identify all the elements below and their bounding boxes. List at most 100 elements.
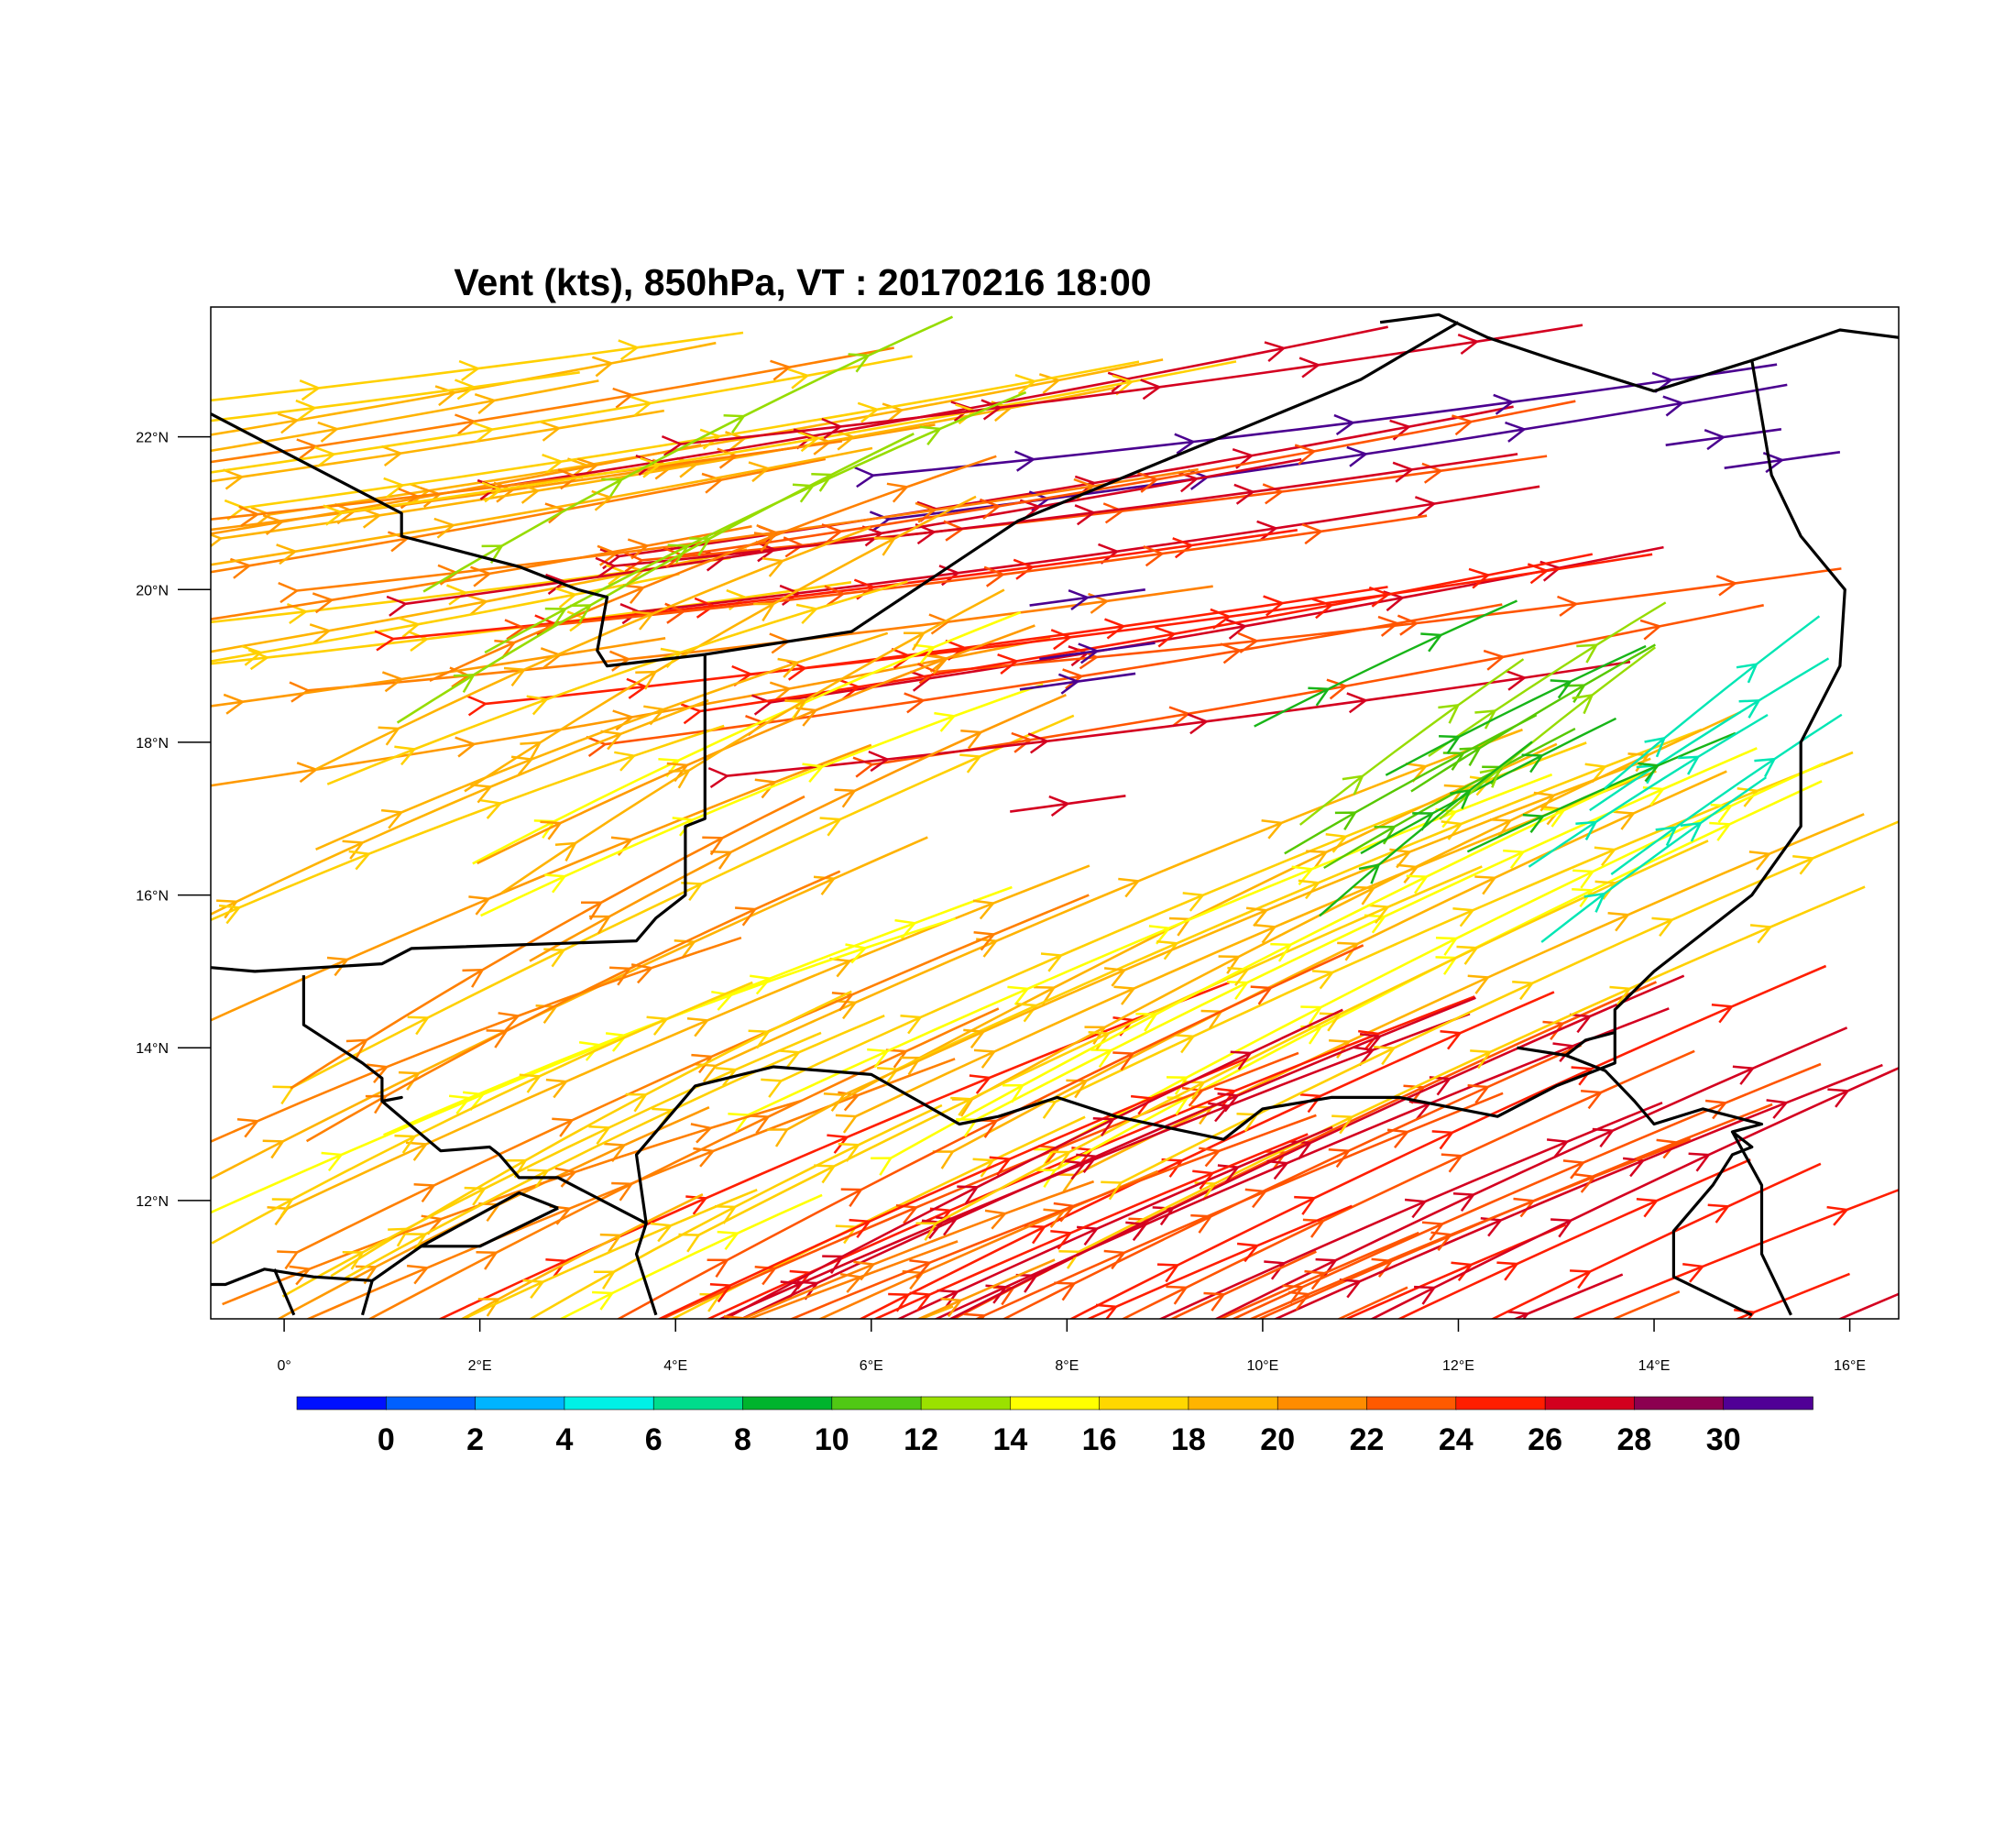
wind-barb	[1068, 589, 1090, 611]
wind-barb	[900, 1015, 923, 1035]
wind-barb	[551, 1459, 571, 1476]
wind-barb	[1456, 945, 1479, 965]
wind-barb	[223, 468, 245, 490]
wind-barb	[624, 1379, 644, 1397]
wind-barb	[1112, 1051, 1135, 1071]
wind-barb	[1102, 502, 1125, 524]
wind-barb	[300, 1509, 320, 1526]
wind-barb	[761, 556, 785, 577]
wind-streamline	[1343, 1224, 1567, 1319]
wind-barb	[956, 1368, 976, 1386]
wind-barb	[1310, 1324, 1331, 1342]
wind-barb	[886, 1463, 906, 1480]
country-border	[1731, 1131, 1792, 1316]
wind-barb	[1192, 1169, 1215, 1190]
wind-barb	[1092, 1117, 1116, 1136]
wind-barb	[349, 1421, 369, 1439]
wind-barb	[1014, 374, 1037, 395]
wind-barb	[1282, 1284, 1305, 1304]
wind-streamline	[896, 1125, 1333, 1319]
wind-barb	[795, 707, 818, 727]
wind-barb	[660, 647, 684, 668]
wind-barb	[89, 667, 107, 686]
wind-streamline	[472, 610, 1022, 865]
wind-barb	[909, 1291, 932, 1312]
lat-tick-label: 18°N	[136, 736, 169, 752]
wind-barb	[446, 584, 468, 606]
wind-barb	[79, 523, 97, 543]
wind-barb	[118, 569, 137, 588]
wind-barb	[1078, 642, 1100, 664]
wind-barb	[869, 1482, 889, 1499]
wind-barb	[1294, 444, 1317, 466]
wind-streamline	[1336, 1286, 1408, 1319]
wind-barb	[845, 943, 868, 964]
wind-streamline	[750, 553, 1653, 675]
wind-barb	[1572, 869, 1595, 889]
wind-barb	[1331, 1114, 1354, 1135]
wind-barb	[383, 477, 405, 499]
wind-barb	[662, 1422, 682, 1440]
wind-barb	[894, 918, 917, 939]
wind-barb	[540, 820, 563, 840]
wind-barb	[342, 840, 365, 860]
wind-barb	[1170, 1557, 1190, 1575]
wind-streamline	[614, 453, 1518, 567]
wind-barb	[126, 1389, 146, 1407]
wind-barb	[1505, 669, 1528, 691]
wind-barb	[984, 1209, 1008, 1230]
wind-streamline	[211, 836, 928, 1180]
wind-barb	[751, 1602, 772, 1619]
wind-streamline	[727, 660, 1631, 777]
colorbar-swatch	[1455, 1396, 1546, 1410]
wind-barb	[365, 1094, 389, 1114]
wind-barb	[1156, 1263, 1180, 1283]
wind-streamline	[1439, 646, 1657, 820]
wind-barb	[1311, 598, 1334, 620]
wind-barb	[631, 610, 655, 631]
wind-barb	[407, 630, 430, 653]
wind-barb	[1584, 763, 1607, 784]
wind-barb	[1622, 1157, 1646, 1178]
wind-barb	[748, 461, 771, 483]
colorbar-label: 18	[1171, 1422, 1206, 1457]
wind-barb	[1572, 693, 1594, 715]
wind-barb	[1366, 1373, 1386, 1390]
colorbar-swatch	[1188, 1396, 1279, 1410]
wind-barb	[65, 716, 84, 735]
wind-barb	[1021, 1463, 1041, 1480]
wind-streamline	[706, 995, 1475, 1319]
wind-barb	[1250, 985, 1274, 1005]
wind-streamline	[1248, 1137, 1692, 1319]
wind-barb	[662, 1426, 682, 1443]
wind-barb	[963, 1312, 987, 1319]
wind-barb	[1101, 1180, 1123, 1201]
wind-streamline	[670, 1115, 1086, 1319]
wind-streamline	[290, 795, 805, 1090]
wind-streamline	[211, 556, 731, 624]
wind-barb	[1125, 1221, 1148, 1242]
wind-barb	[272, 1085, 295, 1105]
wind-barb	[0, 678, 14, 697]
wind-barb	[852, 756, 875, 778]
wind-barb	[1035, 1169, 1057, 1188]
wind-barb	[1103, 967, 1127, 987]
wind-streamline	[915, 1258, 1056, 1319]
wind-barb	[176, 524, 194, 543]
wind-barb	[181, 1215, 201, 1233]
wind-barb	[1457, 334, 1480, 355]
wind-barb	[622, 551, 645, 573]
wind-barb	[378, 726, 400, 746]
wind-barb	[545, 573, 567, 595]
wind-barb	[455, 379, 477, 401]
wind-barb	[1503, 849, 1526, 870]
wind-barb	[455, 413, 477, 435]
wind-barb	[989, 1156, 1012, 1176]
wind-barb	[1014, 450, 1036, 472]
wind-barb	[520, 741, 542, 762]
wind-barb	[1099, 1658, 1119, 1675]
wind-barb	[1459, 746, 1482, 767]
wind-barb	[1715, 575, 1738, 597]
wind-streamline	[1589, 657, 1830, 812]
wind-streamline	[715, 728, 1523, 1068]
